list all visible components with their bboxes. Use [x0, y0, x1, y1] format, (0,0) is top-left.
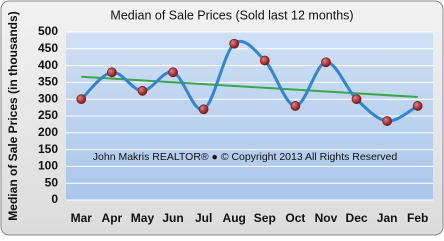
x-tick-label: Mar: [71, 211, 93, 225]
data-point: [229, 38, 240, 49]
x-tick-label: Aug: [223, 211, 246, 225]
x-tick-label: May: [131, 211, 155, 225]
y-tick-label: 250: [38, 108, 58, 122]
chart: Median of Sale Prices (Sold last 12 mont…: [0, 0, 444, 236]
y-tick-label: 0: [51, 192, 58, 206]
data-point: [106, 67, 117, 78]
x-tick-label: Nov: [315, 211, 338, 225]
data-point: [198, 104, 209, 115]
data-point: [76, 94, 87, 105]
data-point: [290, 101, 301, 111]
y-tick-label: 150: [38, 142, 58, 156]
x-tick-label: Jul: [195, 211, 212, 225]
data-point: [412, 101, 423, 111]
data-point: [168, 67, 178, 78]
trend-line: [81, 75, 418, 99]
y-tick-label: 200: [38, 125, 58, 139]
x-tick-label: Feb: [407, 211, 428, 225]
y-tick-label: 100: [38, 159, 58, 173]
x-tick-label: Dec: [346, 211, 368, 225]
y-axis-label: Median of Sale Prices (in thousands): [6, 11, 20, 220]
data-point: [382, 116, 393, 126]
y-tick-label: 500: [38, 24, 58, 38]
data-point: [321, 57, 331, 68]
x-tick-label: Apr: [102, 211, 123, 225]
y-tick-label: 350: [38, 75, 58, 89]
x-tick-label: Sep: [254, 211, 276, 225]
annotation: John Makris REALTOR® ● © Copyright 2013 …: [93, 151, 398, 163]
y-tick-label: 400: [38, 58, 58, 72]
data-point: [137, 85, 148, 96]
chart-title: Median of Sale Prices (Sold last 12 mont…: [110, 8, 353, 22]
data-point: [259, 55, 270, 66]
y-tick-label: 300: [38, 91, 58, 105]
x-tick-label: Jan: [377, 211, 398, 225]
x-tick-label: Jun: [162, 211, 183, 225]
data-point: [351, 94, 362, 105]
y-tick-label: 450: [38, 41, 58, 55]
x-tick-label: Oct: [285, 211, 305, 225]
y-tick-label: 50: [45, 175, 59, 189]
